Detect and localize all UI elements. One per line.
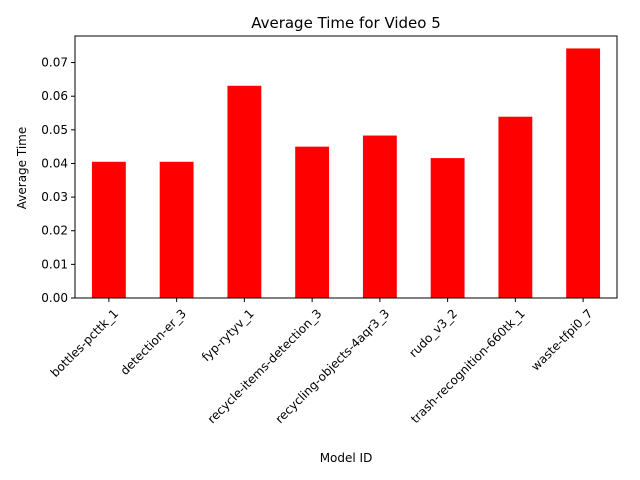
bar-trash-recognition-660tk_1 xyxy=(498,116,533,298)
y-tick-label: 0.04 xyxy=(41,156,68,170)
x-tick-label: waste-tfpi0_7 xyxy=(528,306,595,373)
bar-bottles-pcttk_1 xyxy=(91,161,126,298)
bar-detection-er_3 xyxy=(159,161,194,298)
x-tick-label: bottles-pcttk_1 xyxy=(48,306,121,379)
x-tick-label: trash-recognition-660tk_1 xyxy=(408,306,528,426)
y-tick-label: 0.03 xyxy=(41,190,68,204)
x-tick-label: detection-er_3 xyxy=(118,306,189,377)
x-tick-label: recycling-objects-4aqr3_3 xyxy=(273,306,393,426)
bar-waste-tfpi0_7 xyxy=(566,48,601,299)
plot-frame xyxy=(74,35,618,299)
bar-rudo_v3_2 xyxy=(430,158,465,298)
chart-title: Average Time for Video 5 xyxy=(251,14,441,32)
y-tick-label: 0.06 xyxy=(41,89,68,103)
y-tick-label: 0.05 xyxy=(41,123,68,137)
bar-fyp-rytyv_1 xyxy=(227,85,262,298)
x-tick-label: fyp-rytyv_1 xyxy=(199,306,257,364)
bar-recycling-objects-4aqr3_3 xyxy=(362,135,397,298)
y-tick-label: 0.07 xyxy=(41,56,68,70)
x-tick-label: rudo_v3_2 xyxy=(406,306,460,360)
bar-recycle-items-detection_3 xyxy=(295,146,330,298)
y-tick-label: 0.00 xyxy=(41,291,68,305)
y-tick-label: 0.01 xyxy=(41,257,68,271)
y-axis-label: Average Time xyxy=(15,127,29,209)
y-tick-label: 0.02 xyxy=(41,224,68,238)
y-axis-ticks: 0.00 0.01 0.02 0.03 0.04 0.05 0.06 0.07 xyxy=(41,56,75,305)
x-tick-label: recycle-items-detection_3 xyxy=(205,306,325,426)
x-axis-label: Model ID xyxy=(320,451,373,465)
bars-group xyxy=(91,48,601,299)
